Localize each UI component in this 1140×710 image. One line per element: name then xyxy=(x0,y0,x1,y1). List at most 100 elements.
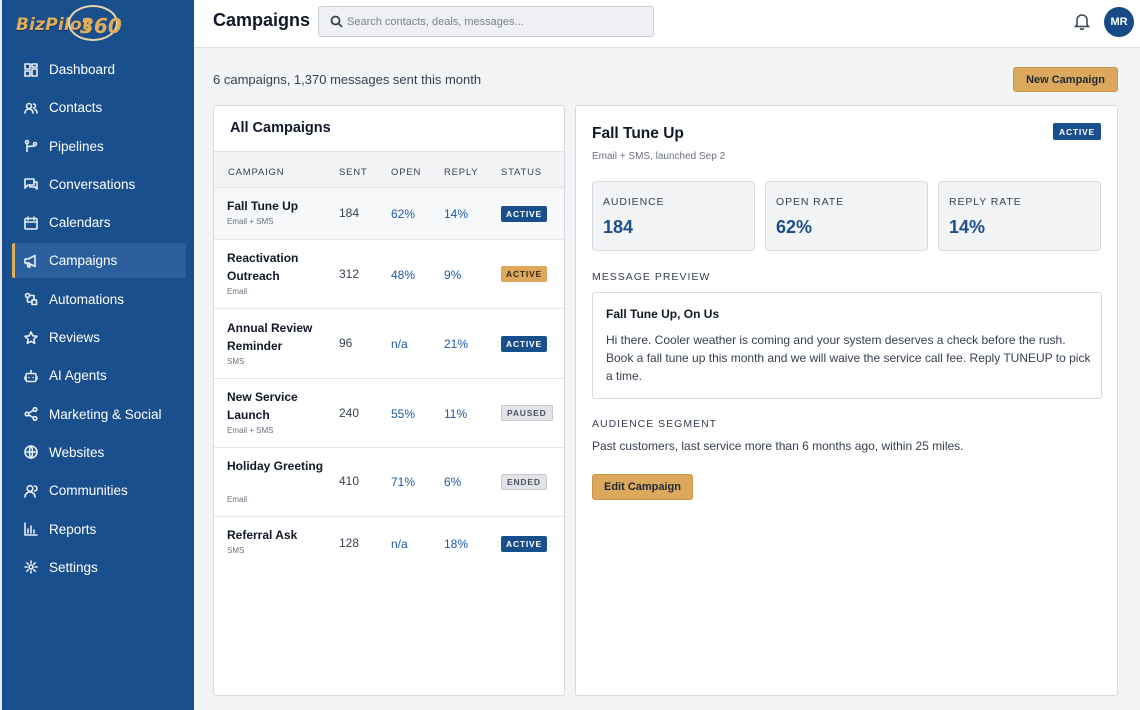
campaign-channel: SMS xyxy=(227,546,245,555)
stat-card-open-rate: OPEN RATE 62% xyxy=(765,181,928,251)
preview-subject: Fall Tune Up, On Us xyxy=(606,307,720,321)
sidebar: BizPilot 360 Dashboard Contacts Pipeline… xyxy=(0,0,194,710)
detail-subtitle: Email + SMS, launched Sep 2 xyxy=(592,151,726,162)
sidebar-item-reports[interactable]: Reports xyxy=(12,512,186,547)
sidebar-item-label: Dashboard xyxy=(49,62,116,77)
campaign-name: Reactivation Outreach xyxy=(227,251,299,283)
list-title: All Campaigns xyxy=(230,120,331,136)
contacts-icon xyxy=(24,101,38,115)
campaign-sent: 410 xyxy=(339,474,360,488)
campaign-name: Referral Ask xyxy=(227,528,298,542)
campaign-rows: Fall Tune Up Email + SMS 184 62% 14% ACT… xyxy=(214,188,564,569)
globe-icon xyxy=(24,445,38,460)
stat-label: AUDIENCE xyxy=(603,196,665,208)
sidebar-item-label: Contacts xyxy=(49,100,103,116)
share-icon xyxy=(24,407,38,422)
table-header: CAMPAIGN SENT OPEN REPLY STATUS xyxy=(214,151,564,188)
sidebar-item-label: Calendars xyxy=(49,215,111,231)
sidebar-item-label: Automations xyxy=(49,291,125,307)
column-header-open: OPEN xyxy=(391,167,422,178)
campaign-reply: 6% xyxy=(444,475,462,489)
sidebar-item-campaigns[interactable]: Campaigns xyxy=(12,243,186,279)
search-icon xyxy=(330,15,343,28)
search-input[interactable] xyxy=(347,12,647,31)
preview-body: Hi there. Cooler weather is coming and y… xyxy=(606,333,1091,383)
campaign-open: 62% xyxy=(391,207,416,221)
campaign-reply: 9% xyxy=(444,268,462,282)
status-badge: ACTIVE xyxy=(501,266,547,282)
status-badge: ACTIVE xyxy=(501,206,547,222)
bar-chart-icon xyxy=(24,522,38,536)
campaign-name: New Service Launch xyxy=(227,390,298,422)
sidebar-item-reviews[interactable]: Reviews xyxy=(12,320,186,355)
sidebar-item-marketing-social[interactable]: Marketing & Social xyxy=(12,397,186,432)
sidebar-item-label: Websites xyxy=(49,444,105,460)
sidebar-item-label: Pipelines xyxy=(49,138,104,154)
app-logo[interactable]: BizPilot 360 xyxy=(14,5,122,43)
sidebar-item-label: AI Agents xyxy=(49,368,107,384)
sidebar-item-label: Reports xyxy=(49,521,97,537)
table-row[interactable]: Holiday Greeting Email 410 71% 6% ENDED xyxy=(214,448,564,517)
sidebar-item-label: Conversations xyxy=(49,176,136,192)
new-campaign-button[interactable]: New Campaign xyxy=(1013,67,1118,92)
campaign-sent: 312 xyxy=(339,267,360,281)
column-header-sent: SENT xyxy=(339,167,368,178)
sidebar-item-communities[interactable]: Communities xyxy=(12,473,186,508)
sidebar-item-conversations[interactable]: Conversations xyxy=(12,167,186,202)
message-preview-label: MESSAGE PREVIEW xyxy=(592,271,711,283)
gear-icon xyxy=(24,560,38,575)
campaign-channel: Email + SMS xyxy=(227,217,274,226)
sidebar-item-label: Settings xyxy=(49,559,98,575)
table-row[interactable]: Reactivation Outreach Email 312 48% 9% A… xyxy=(214,240,564,309)
campaign-reply: 21% xyxy=(444,337,469,351)
sidebar-item-label: Reviews xyxy=(49,330,101,346)
column-header-campaign: CAMPAIGN xyxy=(228,167,285,178)
sidebar-item-ai-agents[interactable]: AI Agents xyxy=(12,358,186,393)
edit-campaign-button[interactable]: Edit Campaign xyxy=(592,474,693,500)
campaign-open: n/a xyxy=(391,337,408,351)
avatar[interactable]: MR xyxy=(1104,7,1134,37)
table-row[interactable]: Fall Tune Up Email + SMS 184 62% 14% ACT… xyxy=(214,188,564,240)
sidebar-item-pipelines[interactable]: Pipelines xyxy=(12,129,186,164)
audience-segment-text: Past customers, last service more than 6… xyxy=(592,439,964,453)
sidebar-item-label: Marketing & Social xyxy=(49,406,162,422)
sidebar-item-settings[interactable]: Settings xyxy=(12,550,186,585)
sidebar-item-contacts[interactable]: Contacts xyxy=(12,90,186,125)
campaign-channel: SMS xyxy=(227,357,245,366)
dashboard-icon xyxy=(24,62,38,77)
table-row[interactable]: Annual Review Reminder SMS 96 n/a 21% AC… xyxy=(214,309,564,379)
column-header-reply: REPLY xyxy=(444,167,479,178)
sidebar-nav: Dashboard Contacts Pipelines Conversatio… xyxy=(12,52,186,588)
message-preview: Fall Tune Up, On Us Hi there. Cooler wea… xyxy=(592,292,1102,399)
search-box[interactable] xyxy=(318,6,654,37)
pipelines-icon xyxy=(24,139,38,153)
status-badge: ENDED xyxy=(501,474,547,490)
sidebar-item-label: Campaigns xyxy=(49,253,118,269)
automations-icon xyxy=(24,292,38,306)
robot-icon xyxy=(24,369,38,383)
sidebar-item-calendars[interactable]: Calendars xyxy=(12,205,186,240)
sidebar-item-dashboard[interactable]: Dashboard xyxy=(12,52,186,87)
sidebar-item-websites[interactable]: Websites xyxy=(12,435,186,470)
bell-icon[interactable] xyxy=(1073,12,1091,31)
table-row[interactable]: Referral Ask SMS 128 n/a 18% ACTIVE xyxy=(214,517,564,569)
logo-number: 360 xyxy=(80,14,122,38)
audience-segment-label: AUDIENCE SEGMENT xyxy=(592,418,718,430)
sidebar-item-label: Communities xyxy=(49,483,128,499)
community-icon xyxy=(24,484,38,498)
campaign-channel: Email xyxy=(227,287,248,296)
detail-title: Fall Tune Up xyxy=(592,125,684,142)
stat-value: 184 xyxy=(603,217,634,237)
campaign-sent: 240 xyxy=(339,406,360,420)
table-row[interactable]: New Service Launch Email + SMS 240 55% 1… xyxy=(214,379,564,448)
campaign-channel: Email xyxy=(227,495,248,504)
calendar-icon xyxy=(24,215,38,230)
page-title: Campaigns xyxy=(213,10,311,30)
campaign-open: 48% xyxy=(391,268,416,282)
conversations-icon xyxy=(24,177,38,191)
campaign-sent: 184 xyxy=(339,206,360,220)
campaign-open: 55% xyxy=(391,407,416,421)
sidebar-item-automations[interactable]: Automations xyxy=(12,282,186,317)
campaign-channel: Email + SMS xyxy=(227,426,274,435)
campaign-sent: 96 xyxy=(339,336,353,350)
